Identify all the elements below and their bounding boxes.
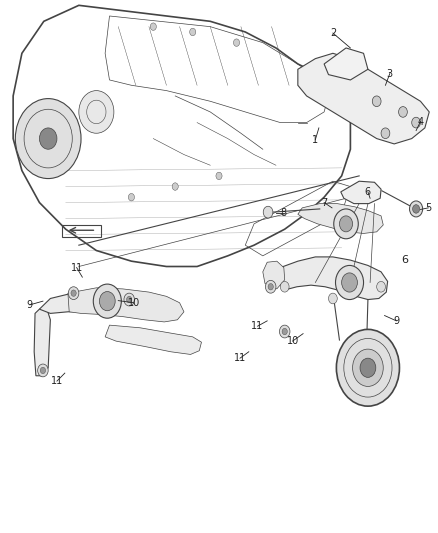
Circle shape xyxy=(216,172,222,180)
Circle shape xyxy=(282,328,287,335)
Text: 11: 11 xyxy=(251,321,264,331)
Polygon shape xyxy=(34,309,50,376)
Circle shape xyxy=(381,128,390,139)
Circle shape xyxy=(99,292,115,311)
Text: 9: 9 xyxy=(27,300,33,310)
Circle shape xyxy=(68,287,79,300)
Circle shape xyxy=(265,280,276,293)
Text: 2: 2 xyxy=(330,28,336,38)
Circle shape xyxy=(413,205,420,213)
Circle shape xyxy=(124,293,134,306)
Circle shape xyxy=(372,96,381,107)
Circle shape xyxy=(127,296,132,303)
Polygon shape xyxy=(263,261,285,289)
Circle shape xyxy=(233,39,240,46)
Circle shape xyxy=(280,281,289,292)
Circle shape xyxy=(15,99,81,179)
Circle shape xyxy=(342,273,357,292)
Polygon shape xyxy=(341,181,381,204)
Text: 7: 7 xyxy=(321,198,327,207)
Text: 3: 3 xyxy=(387,69,393,78)
Circle shape xyxy=(40,367,46,374)
Text: 6: 6 xyxy=(402,255,409,265)
Circle shape xyxy=(39,128,57,149)
Circle shape xyxy=(334,209,358,239)
Circle shape xyxy=(399,107,407,117)
Circle shape xyxy=(360,358,376,377)
Circle shape xyxy=(93,284,121,318)
Text: 10: 10 xyxy=(286,336,299,346)
Text: 4: 4 xyxy=(417,117,424,126)
Circle shape xyxy=(79,91,114,133)
Circle shape xyxy=(377,281,385,292)
Text: 10: 10 xyxy=(127,298,140,308)
Circle shape xyxy=(353,349,383,386)
Circle shape xyxy=(150,23,156,30)
Polygon shape xyxy=(298,204,383,233)
Circle shape xyxy=(279,325,290,338)
Polygon shape xyxy=(324,48,368,80)
Circle shape xyxy=(336,329,399,406)
Circle shape xyxy=(328,293,337,304)
Text: 5: 5 xyxy=(425,203,431,213)
Circle shape xyxy=(38,364,48,377)
Text: 6: 6 xyxy=(365,187,371,197)
Text: 1: 1 xyxy=(312,135,318,144)
Polygon shape xyxy=(277,257,388,300)
Circle shape xyxy=(263,206,273,218)
Text: 11: 11 xyxy=(51,376,63,386)
Polygon shape xyxy=(298,53,429,144)
Circle shape xyxy=(128,193,134,201)
Text: 9: 9 xyxy=(393,316,399,326)
Circle shape xyxy=(172,183,178,190)
Circle shape xyxy=(71,290,76,296)
Polygon shape xyxy=(68,288,184,322)
Polygon shape xyxy=(105,325,201,354)
Circle shape xyxy=(268,284,273,290)
Circle shape xyxy=(190,28,196,36)
Text: 11: 11 xyxy=(234,353,246,363)
Circle shape xyxy=(336,265,364,300)
Circle shape xyxy=(410,201,423,217)
Circle shape xyxy=(339,216,353,232)
Text: 8: 8 xyxy=(281,208,287,218)
Text: 11: 11 xyxy=(71,263,83,272)
Circle shape xyxy=(412,117,420,128)
Polygon shape xyxy=(39,293,171,317)
